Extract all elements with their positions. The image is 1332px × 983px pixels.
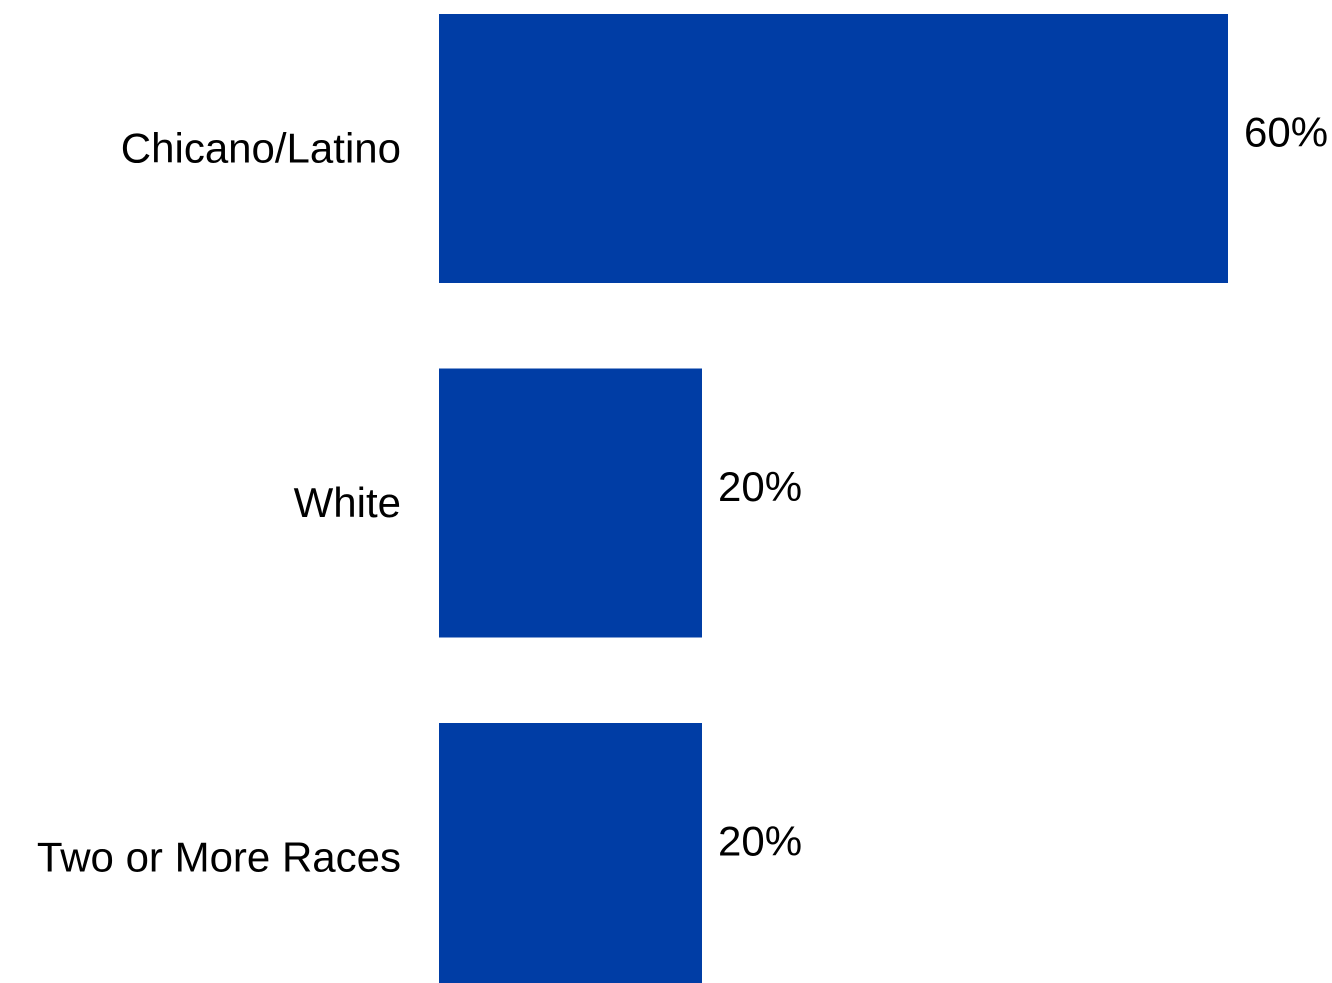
value-label: 20%	[718, 818, 802, 865]
value-label: 60%	[1244, 109, 1328, 156]
category-label: White	[294, 479, 401, 526]
category-label: Chicano/Latino	[121, 125, 401, 172]
value-labels: 60% 20% 20%	[718, 109, 1328, 865]
bars-layer	[439, 14, 1228, 983]
bar-chicano-latino	[439, 14, 1228, 283]
bar-white	[439, 368, 702, 638]
category-labels: Chicano/Latino White Two or More Races	[37, 125, 401, 881]
bar-two-or-more-races	[439, 723, 702, 983]
category-label: Two or More Races	[37, 834, 401, 881]
value-label: 20%	[718, 463, 802, 510]
